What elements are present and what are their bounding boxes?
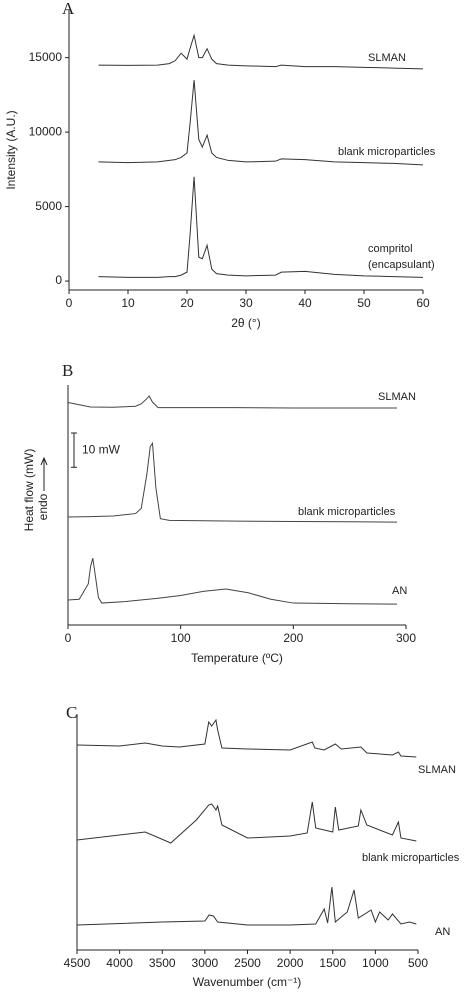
series-label: SLMAN [418,764,456,776]
series-label: blank microparticles [362,852,460,864]
data-line [98,176,424,278]
x-tick-label: 60 [416,296,430,310]
annotation: endo [36,493,50,520]
panel-label: A [62,0,75,18]
x-tick-label: 2000 [277,956,304,970]
x-tick-label: 40 [298,296,312,310]
series-label: compritol (encapsulant) [368,243,435,271]
y-tick-label: 10000 [29,124,63,138]
data-line [76,801,417,844]
data-line [67,441,397,523]
x-tick-label: 1500 [319,956,346,970]
y-axis-label: Heat flow (mW) [22,449,36,532]
series-label: blank microparticles [298,506,396,518]
x-tick-label: 4000 [106,956,133,970]
series-label: SLMAN [378,391,416,403]
x-tick-label: 3500 [149,956,176,970]
y-tick-label: 0 [55,273,62,287]
series-label: SLMAN [368,52,406,64]
y-tick-label: 15000 [29,50,63,64]
x-tick-label: 500 [408,956,428,970]
panel-label: C [66,703,77,722]
data-line [76,886,417,926]
x-tick-label: 4500 [64,956,91,970]
y-tick-label: 5000 [35,199,62,213]
data-line [98,33,424,70]
y-axis-label: Intensity (A.U.) [4,110,18,189]
x-tick-label: 1000 [362,956,389,970]
data-line [76,718,417,758]
series-label: blank microparticles [338,146,436,158]
x-axis-label: Temperature (ºC) [191,651,283,665]
x-tick-label: 0 [66,296,73,310]
x-tick-label: 20 [180,296,194,310]
x-tick-label: 100 [171,631,191,645]
x-tick-label: 2500 [234,956,261,970]
data-line [98,79,424,166]
series-label: AN [392,585,407,597]
x-tick-label: 10 [121,296,135,310]
x-tick-label: 50 [357,296,371,310]
x-axis-label: 2θ (°) [231,316,260,330]
series-label: AN [435,926,450,938]
x-axis-label: Wavenumber (cm⁻¹) [193,975,302,989]
x-tick-label: 30 [239,296,253,310]
x-tick-label: 3000 [192,956,219,970]
scale-bar-label: 10 mW [82,442,121,456]
panel-label: B [62,361,73,380]
arrow-head [40,456,48,466]
data-line [67,558,397,605]
data-line [67,395,397,409]
x-tick-label: 200 [283,631,303,645]
x-tick-label: 0 [65,631,72,645]
x-tick-label: 300 [396,631,416,645]
